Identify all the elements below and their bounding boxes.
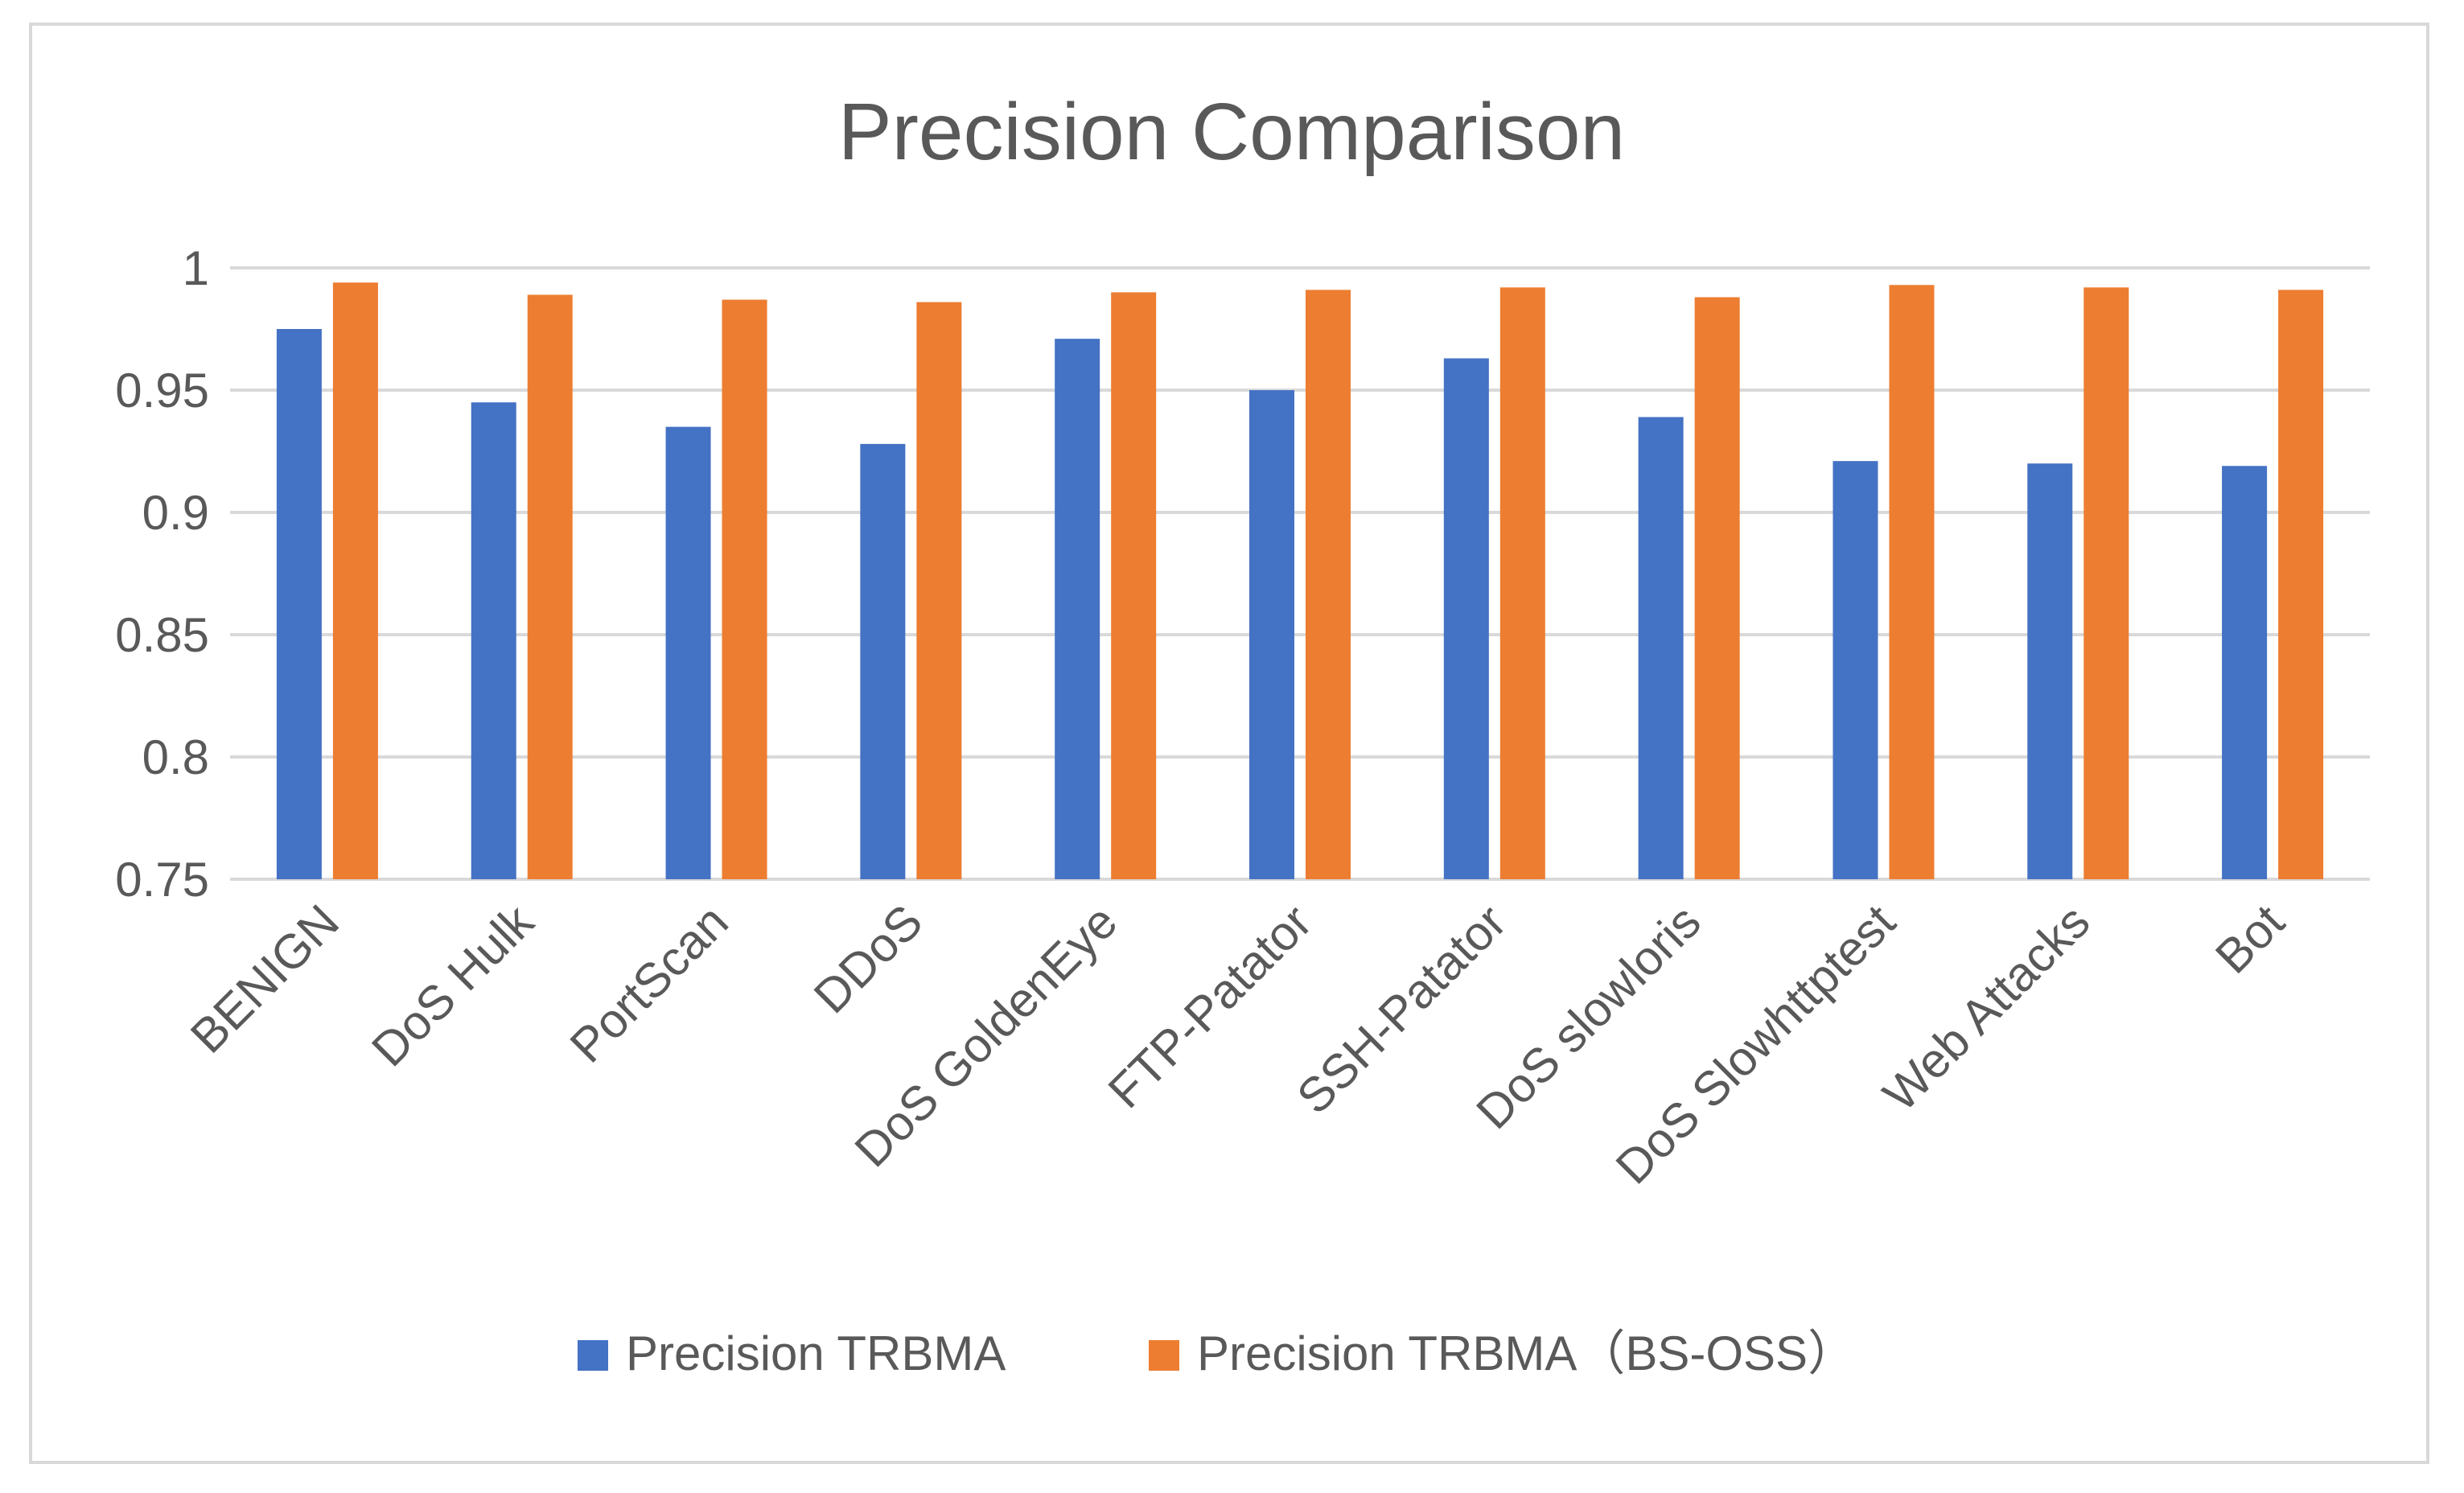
bar-precision-trbma-3	[860, 443, 906, 879]
y-tick-label: 0.95	[115, 364, 209, 417]
y-tick-label: 0.85	[115, 608, 209, 662]
bar-precision-trbma-5	[1249, 390, 1294, 879]
bar-precision-trbma-bs-oss-8	[1889, 285, 1935, 879]
x-category-label: Bot	[2205, 895, 2294, 984]
bar-precision-trbma-bs-oss-5	[1306, 290, 1351, 879]
bar-precision-trbma-bs-oss-4	[1111, 292, 1157, 879]
bar-precision-trbma-bs-oss-6	[1499, 287, 1545, 879]
bar-precision-trbma-bs-oss-2	[722, 299, 767, 879]
x-category-label: DoS Hulk	[361, 894, 544, 1076]
gridlines	[230, 266, 2370, 881]
bar-precision-trbma-bs-oss-1	[527, 294, 573, 879]
bar-precision-trbma-4	[1055, 339, 1100, 879]
legend-label-0: Precision TRBMA	[626, 1326, 1006, 1380]
bar-precision-trbma-9	[2027, 463, 2073, 879]
legend: Precision TRBMA Precision TRBMA（BS-OSS）	[578, 1326, 1856, 1380]
bar-precision-trbma-1	[471, 402, 516, 879]
bar-precision-trbma-0	[276, 329, 322, 879]
bar-precision-trbma-bs-oss-3	[916, 302, 962, 879]
x-category-label: Web Attacks	[1873, 895, 2100, 1121]
legend-label-1: Precision TRBMA（BS-OSS）	[1197, 1326, 1856, 1380]
x-category-label: DDoS	[804, 895, 933, 1024]
x-category-label: PortScan	[560, 895, 738, 1073]
y-tick-label: 0.8	[142, 730, 209, 784]
x-category-label: BENIGN	[180, 895, 349, 1063]
chart-title: Precision Comparison	[838, 87, 1625, 177]
y-tick-label: 0.9	[142, 486, 209, 540]
legend-swatch-0	[578, 1340, 608, 1371]
legend-swatch-1	[1149, 1340, 1179, 1371]
bar-precision-trbma-bs-oss-10	[2278, 290, 2324, 879]
bar-precision-trbma-2	[665, 426, 711, 879]
bar-precision-trbma-bs-oss-7	[1694, 297, 1740, 880]
bar-precision-trbma-bs-oss-0	[332, 282, 378, 879]
bar-precision-trbma-bs-oss-9	[2083, 287, 2129, 879]
bar-precision-trbma-8	[1833, 461, 1878, 879]
y-tick-label: 0.75	[115, 853, 209, 907]
y-axis-ticks: 0.75 0.8 0.85 0.9 0.95 1	[115, 241, 209, 907]
bars	[276, 282, 2324, 880]
y-tick-label: 1	[183, 241, 209, 295]
bar-precision-trbma-6	[1443, 358, 1489, 880]
bar-precision-trbma-7	[1638, 417, 1684, 879]
bar-precision-trbma-10	[2222, 466, 2268, 879]
